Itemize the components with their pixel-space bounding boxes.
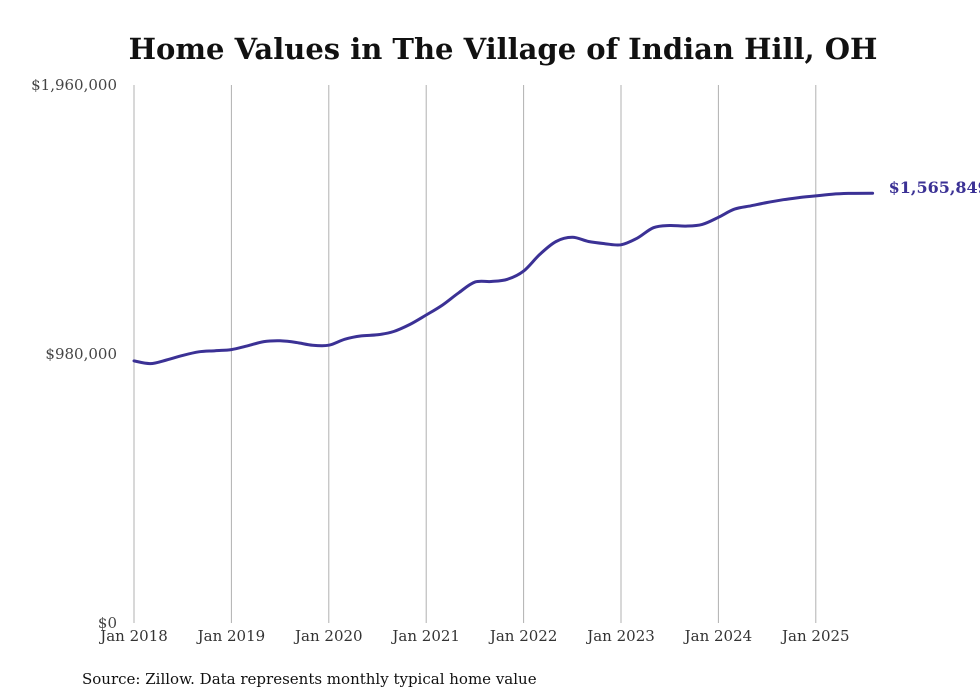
- x-tick-label: Jan 2025: [780, 627, 850, 645]
- y-tick-label: $1,960,000: [31, 76, 117, 94]
- x-axis-ticks: Jan 2018 Jan 2019 Jan 2020 Jan 2021 Jan 2022…: [98, 627, 849, 645]
- end-value-label: $1,565,849: [889, 178, 980, 197]
- x-tick-label: Jan 2018: [98, 627, 168, 645]
- x-tick-label: Jan 2021: [390, 627, 460, 645]
- x-tick-label: Jan 2022: [488, 627, 558, 645]
- y-axis-ticks: $0 $980,000 $1,960,000: [31, 76, 117, 632]
- series-line-0: [132, 191, 875, 366]
- x-tick-label: Jan 2020: [293, 627, 363, 645]
- y-tick-label: $980,000: [45, 345, 117, 363]
- y-tick-label: $0: [98, 614, 117, 632]
- x-tick-label: Jan 2023: [585, 627, 655, 645]
- source-note: Source: Zillow. Data represents monthly …: [82, 670, 537, 688]
- series-layer: $1,565,849: [132, 178, 980, 366]
- x-tick-label: Jan 2024: [683, 627, 753, 645]
- gridlines: [133, 85, 817, 623]
- chart-title: Home Values in The Village of Indian Hil…: [129, 32, 878, 66]
- x-tick-label: Jan 2019: [196, 627, 266, 645]
